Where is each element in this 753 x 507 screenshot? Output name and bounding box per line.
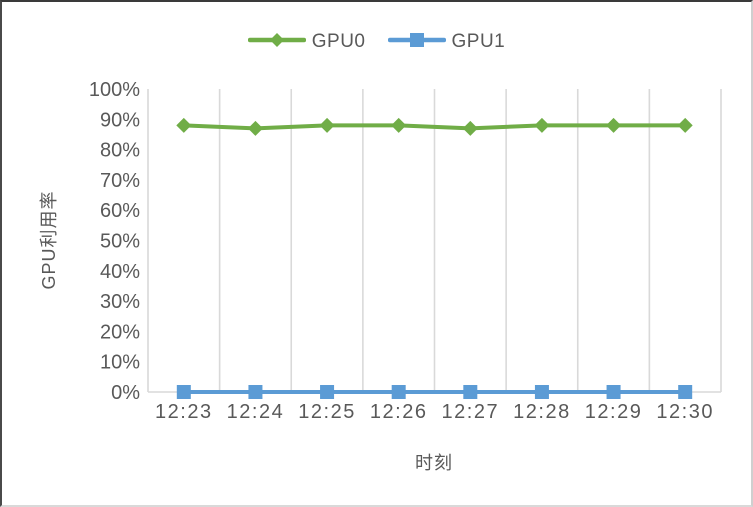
y-tick-label: 0%: [111, 382, 140, 404]
y-tick-label: 20%: [100, 321, 140, 343]
legend-marker-square-icon: [409, 32, 424, 47]
y-tick-label: 10%: [100, 352, 140, 374]
data-point-gpu0-12:23: [176, 117, 192, 133]
data-point-gpu1-12:24: [248, 385, 263, 399]
y-tick-label: 80%: [100, 140, 140, 162]
legend-item-gpu0: GPU0: [247, 31, 366, 54]
data-point-gpu1-12:26: [391, 385, 406, 399]
data-point-gpu1-12:30: [678, 385, 693, 399]
y-tick-label: 70%: [100, 170, 140, 192]
legend-marker-diamond-icon: [269, 32, 284, 47]
legend: GPU0 GPU1: [2, 26, 751, 58]
y-tick-label: 100%: [89, 79, 140, 101]
y-tick-label: 40%: [100, 261, 140, 283]
data-point-gpu0-12:28: [534, 117, 550, 133]
data-point-gpu1-12:25: [320, 385, 335, 399]
x-tick-label: 12:23: [155, 401, 213, 423]
x-axis-title: 时刻: [415, 453, 453, 473]
gpu1-swatch-svg: [387, 32, 446, 47]
x-tick-label: 12:29: [585, 401, 643, 423]
x-tick-label: 12:26: [370, 401, 428, 423]
data-point-gpu0-12:26: [391, 117, 407, 133]
y-tick-label: 60%: [100, 200, 140, 222]
legend-item-gpu1: GPU1: [387, 31, 506, 54]
legend-label-gpu1: GPU1: [451, 31, 506, 52]
x-tick-label: 12:28: [513, 401, 571, 423]
data-point-gpu0-12:24: [247, 120, 263, 136]
x-tick-label: 12:25: [298, 401, 356, 423]
data-point-gpu0-12:25: [319, 117, 335, 133]
series-line-gpu0: [181, 123, 688, 131]
data-point-gpu1-12:29: [606, 385, 621, 399]
data-point-gpu1-12:27: [463, 385, 478, 399]
data-point-gpu0-12:29: [606, 117, 622, 133]
y-tick-label: 30%: [100, 291, 140, 313]
data-point-gpu0-12:30: [677, 117, 693, 133]
x-tick-label: 12:27: [442, 401, 500, 423]
y-axis-title: GPU利用率: [39, 190, 59, 290]
data-point-gpu0-12:27: [462, 120, 478, 136]
y-tick-label: 50%: [100, 231, 140, 253]
gpu1-series-swatch-icon: [387, 31, 446, 54]
gpu0-series-swatch-icon: [247, 31, 306, 54]
gpu0-swatch-svg: [247, 32, 306, 47]
y-tick-label: 90%: [100, 109, 140, 131]
x-tick-label: 12:24: [227, 401, 285, 423]
x-tick-label: 12:30: [656, 401, 714, 423]
legend-label-gpu0: GPU0: [311, 31, 366, 52]
data-point-gpu1-12:28: [534, 385, 549, 399]
data-point-gpu1-12:23: [176, 385, 191, 399]
